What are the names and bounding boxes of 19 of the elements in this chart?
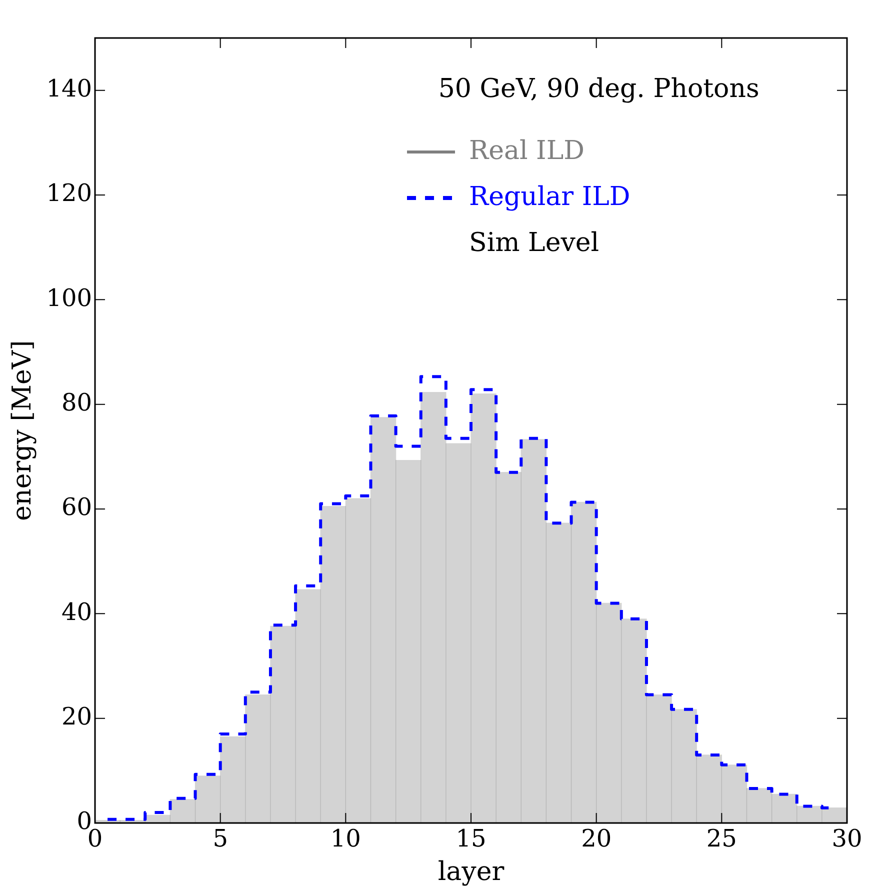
x-axis-title: layer — [438, 857, 505, 888]
y-tick-label: 120 — [46, 179, 92, 208]
x-tick-label: 30 — [832, 824, 862, 853]
y-tick-label: 100 — [46, 284, 92, 312]
y-tick-label: 20 — [61, 702, 92, 731]
legend-label: Real ILD — [469, 136, 584, 166]
x-tick-label: 5 — [212, 824, 228, 853]
y-tick-label: 40 — [61, 598, 92, 626]
x-tick-label: 15 — [456, 824, 486, 853]
x-tick-label: 20 — [581, 824, 612, 853]
y-tick-label: 140 — [46, 74, 92, 103]
y-tick-label: 80 — [61, 388, 92, 417]
text: 50 GeV, 90 deg. Photons — [438, 74, 760, 104]
y-axis-title: energy [MeV] — [7, 340, 38, 521]
x-tick-label: 10 — [330, 824, 361, 853]
legend-label: Regular ILD — [469, 182, 630, 212]
x-tick-label: 25 — [706, 824, 737, 853]
y-tick-label: 60 — [61, 493, 92, 522]
annotation: Sim Level — [469, 228, 600, 258]
